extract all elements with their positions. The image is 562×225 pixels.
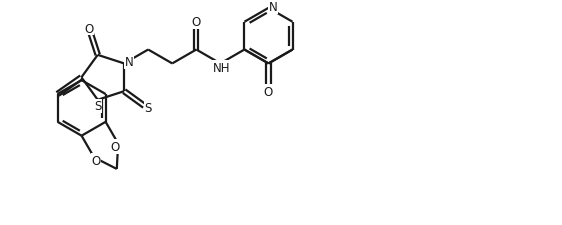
Text: O: O (111, 140, 120, 153)
Text: NH: NH (212, 62, 230, 74)
Text: O: O (84, 22, 94, 35)
Text: O: O (92, 154, 101, 167)
Text: O: O (264, 85, 273, 98)
Text: S: S (144, 102, 152, 115)
Text: S: S (94, 100, 101, 113)
Text: N: N (269, 1, 278, 14)
Text: N: N (125, 56, 133, 69)
Text: O: O (192, 16, 201, 29)
